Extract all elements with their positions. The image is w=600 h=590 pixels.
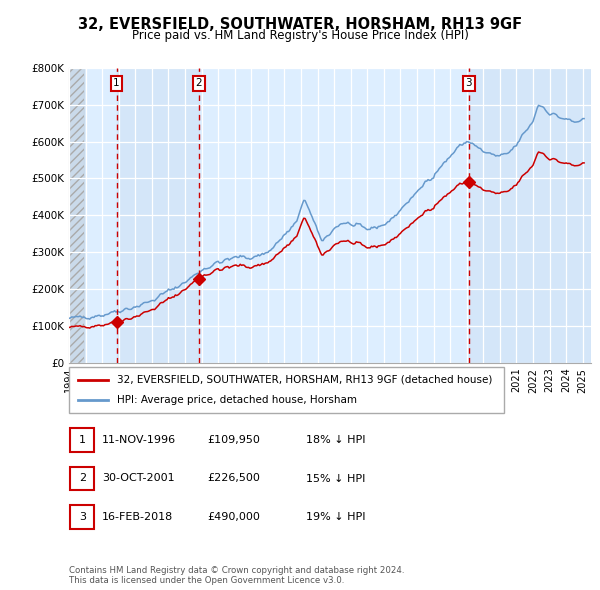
Text: 3: 3	[466, 78, 472, 88]
Bar	[70, 505, 94, 529]
Bar	[469, 68, 591, 363]
Text: 16-FEB-2018: 16-FEB-2018	[102, 512, 173, 522]
Text: £109,950: £109,950	[207, 435, 260, 445]
Text: £490,000: £490,000	[207, 512, 260, 522]
Bar	[70, 467, 94, 490]
Text: Price paid vs. HM Land Registry's House Price Index (HPI): Price paid vs. HM Land Registry's House …	[131, 30, 469, 42]
Text: 15% ↓ HPI: 15% ↓ HPI	[306, 474, 365, 483]
Text: HPI: Average price, detached house, Horsham: HPI: Average price, detached house, Hors…	[117, 395, 357, 405]
Text: 32, EVERSFIELD, SOUTHWATER, HORSHAM, RH13 9GF: 32, EVERSFIELD, SOUTHWATER, HORSHAM, RH1…	[78, 17, 522, 31]
Text: Contains HM Land Registry data © Crown copyright and database right 2024.
This d: Contains HM Land Registry data © Crown c…	[69, 566, 404, 585]
Text: 32, EVERSFIELD, SOUTHWATER, HORSHAM, RH13 9GF (detached house): 32, EVERSFIELD, SOUTHWATER, HORSHAM, RH1…	[117, 375, 492, 385]
Text: 1: 1	[113, 78, 120, 88]
Text: 19% ↓ HPI: 19% ↓ HPI	[306, 512, 365, 522]
Text: 18% ↓ HPI: 18% ↓ HPI	[306, 435, 365, 445]
Text: 30-OCT-2001: 30-OCT-2001	[102, 474, 175, 483]
Text: 2: 2	[196, 78, 202, 88]
Bar	[116, 68, 199, 363]
Text: 1: 1	[79, 435, 86, 445]
Bar	[70, 428, 94, 452]
Bar	[69, 68, 84, 363]
Text: 11-NOV-1996: 11-NOV-1996	[102, 435, 176, 445]
Text: 2: 2	[79, 474, 86, 483]
Text: 3: 3	[79, 512, 86, 522]
Text: £226,500: £226,500	[207, 474, 260, 483]
Bar	[69, 68, 84, 363]
